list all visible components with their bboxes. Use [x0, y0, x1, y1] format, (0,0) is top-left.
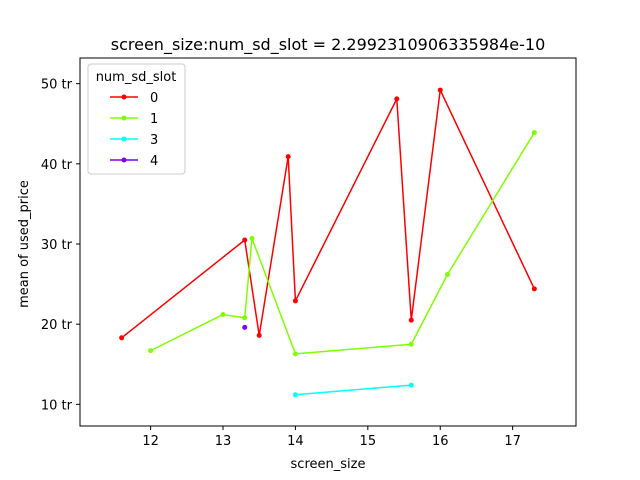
y-tick-label: 20 tr — [41, 318, 73, 333]
data-point — [531, 286, 537, 292]
legend-title: num_sd_slot — [96, 70, 177, 85]
legend: num_sd_slot 0 1 3 4 — [87, 63, 186, 175]
x-tick-label: 16 — [432, 434, 449, 449]
data-point — [444, 271, 450, 277]
x-tick-label: 17 — [504, 434, 521, 449]
legend-entry-0: 0 — [110, 91, 158, 106]
y-tick-label: 50 tr — [41, 78, 73, 93]
plot-area — [79, 57, 577, 427]
legend-entry-1: 1 — [110, 112, 158, 127]
data-point — [292, 298, 298, 304]
y-tick-label: 40 tr — [41, 158, 73, 173]
series-1 — [148, 130, 537, 357]
data-point — [292, 351, 298, 357]
y-tick-label: 10 tr — [41, 398, 73, 413]
legend-label: 3 — [150, 133, 158, 148]
legend-marker — [121, 115, 127, 121]
x-tick-label: 14 — [287, 434, 304, 449]
data-point — [220, 312, 226, 318]
series-line-3 — [295, 384, 412, 396]
data-point — [256, 332, 262, 338]
legend-marker — [121, 157, 127, 163]
data-point — [394, 96, 400, 102]
y-axis-label: mean of used_price — [17, 180, 32, 308]
data-point — [408, 317, 414, 323]
data-point — [249, 235, 255, 241]
legend-box — [87, 63, 186, 175]
legend-marker — [121, 94, 127, 100]
x-tick-label: 13 — [215, 434, 232, 449]
series-4 — [242, 324, 248, 330]
data-point — [408, 341, 414, 347]
legend-label: 1 — [150, 112, 158, 127]
y-axis: 10 tr 20 tr 30 tr 40 tr 50 tr — [41, 78, 80, 413]
x-axis-label: screen_size — [291, 457, 366, 472]
data-point — [408, 382, 414, 388]
data-point — [119, 335, 125, 341]
axes-frame — [79, 57, 577, 427]
data-point — [292, 392, 298, 398]
chart-title: screen_size:num_sd_slot = 2.299231090633… — [111, 35, 546, 55]
legend-label: 4 — [150, 154, 158, 169]
data-point — [242, 237, 248, 243]
data-point — [285, 154, 291, 160]
series-3 — [292, 382, 414, 398]
legend-entry-3: 3 — [110, 133, 158, 148]
legend-entry-4: 4 — [110, 154, 158, 169]
data-point — [242, 315, 248, 321]
x-tick-label: 15 — [360, 434, 377, 449]
data-point — [148, 348, 154, 354]
y-tick-label: 30 tr — [41, 238, 73, 253]
legend-marker — [121, 136, 127, 142]
x-axis: 12 13 14 15 16 17 — [142, 426, 521, 449]
x-tick-label: 12 — [142, 434, 159, 449]
data-point — [242, 324, 248, 330]
series-line-1 — [150, 132, 536, 355]
legend-label: 0 — [150, 91, 158, 106]
data-point — [531, 130, 537, 136]
data-point — [437, 87, 443, 93]
